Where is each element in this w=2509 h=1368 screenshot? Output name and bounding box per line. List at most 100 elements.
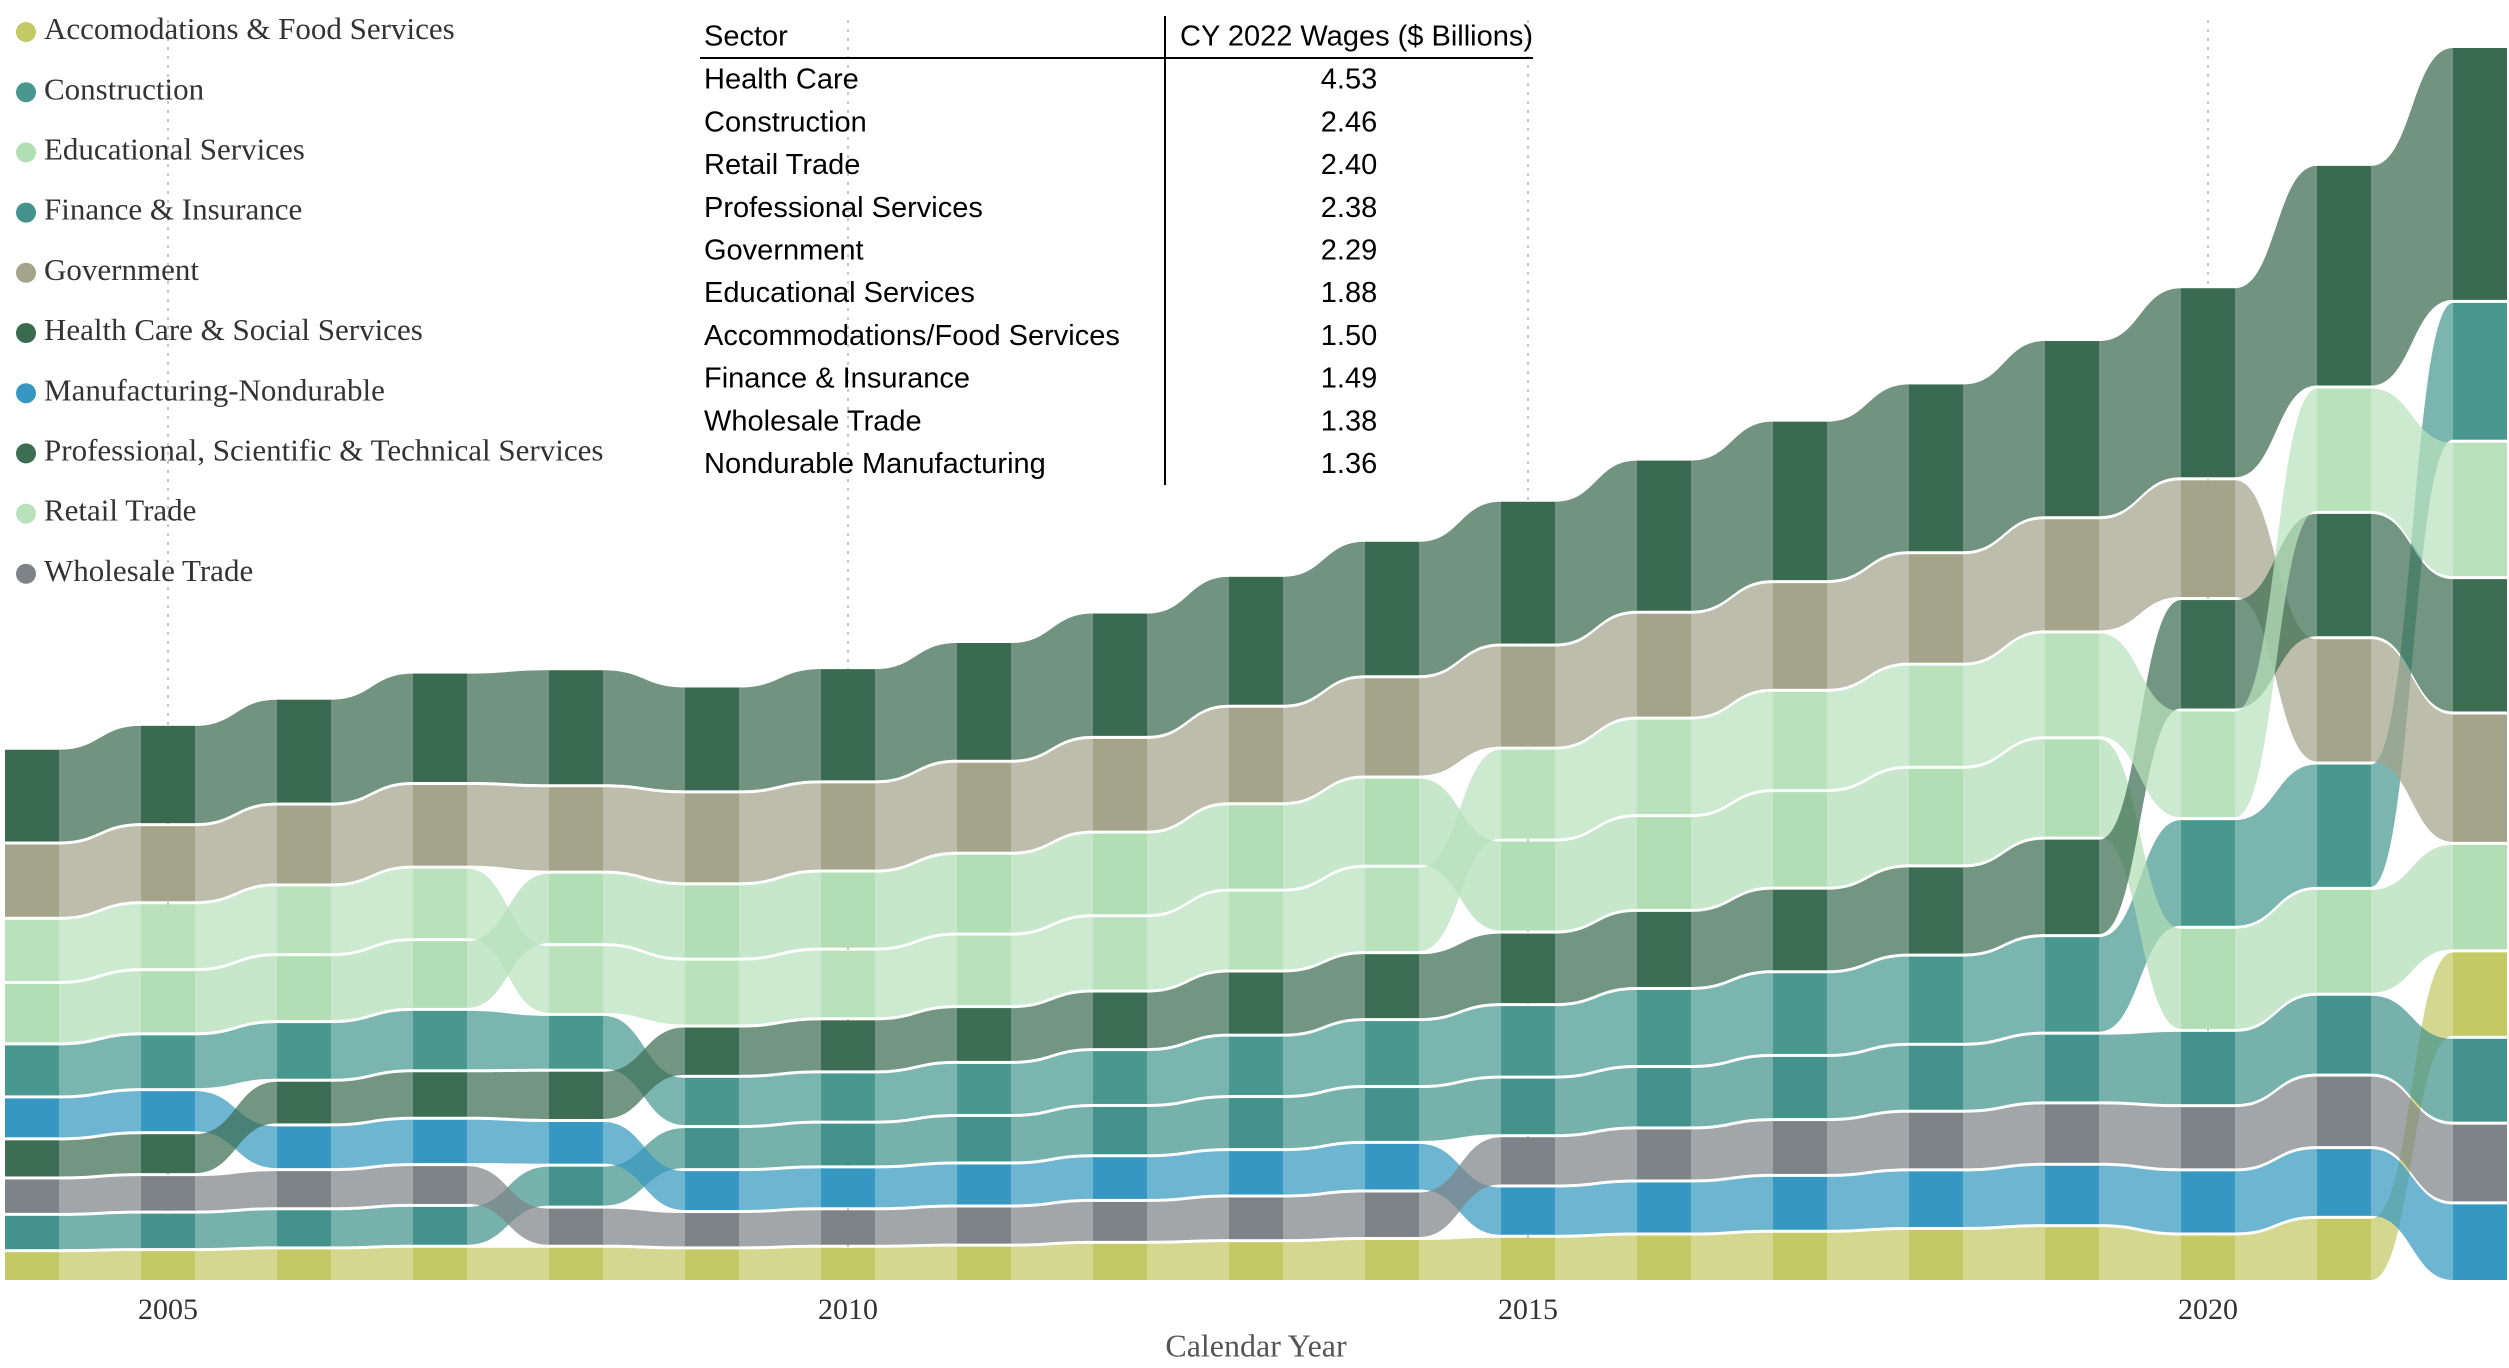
ribbon bbox=[739, 783, 821, 883]
ribbon bbox=[1555, 989, 1637, 1076]
band bbox=[1637, 989, 1691, 1066]
ribbon bbox=[1555, 911, 1637, 1004]
ribbon bbox=[1827, 1045, 1909, 1119]
ribbon bbox=[1555, 817, 1637, 931]
ribbon bbox=[195, 1023, 277, 1089]
band bbox=[957, 642, 1011, 760]
band bbox=[1501, 749, 1555, 839]
band bbox=[685, 1213, 739, 1247]
band bbox=[957, 935, 1011, 1006]
ribbon bbox=[195, 1210, 277, 1249]
ribbon bbox=[1419, 1078, 1501, 1141]
band bbox=[2045, 1227, 2099, 1280]
band bbox=[821, 1247, 875, 1280]
legend-label: Construction bbox=[44, 71, 205, 106]
ribbon bbox=[59, 1176, 141, 1213]
ribbon bbox=[1691, 973, 1773, 1066]
band bbox=[413, 1072, 467, 1117]
ribbon bbox=[875, 854, 957, 948]
legend-label: Professional, Scientific & Technical Ser… bbox=[44, 433, 603, 468]
band bbox=[1501, 1237, 1555, 1280]
legend-swatch bbox=[16, 563, 36, 584]
ribbon bbox=[1963, 1104, 2045, 1169]
band bbox=[1365, 867, 1419, 952]
ribbon bbox=[1555, 719, 1637, 839]
band bbox=[1229, 891, 1283, 970]
ribbon bbox=[1691, 421, 1773, 611]
plot-area bbox=[5, 48, 2507, 1280]
band bbox=[2317, 513, 2371, 637]
band bbox=[2453, 714, 2507, 842]
band bbox=[1773, 1176, 1827, 1230]
band bbox=[1229, 1036, 1283, 1096]
band bbox=[1773, 973, 1827, 1054]
ribbon bbox=[195, 956, 277, 1033]
ribbon bbox=[331, 673, 413, 803]
band bbox=[2317, 639, 2371, 762]
band bbox=[2453, 1204, 2507, 1280]
ribbon bbox=[1963, 1034, 2045, 1110]
ribbon bbox=[331, 1206, 413, 1247]
ribbon bbox=[1147, 1036, 1229, 1104]
ribbon bbox=[1147, 1242, 1229, 1280]
ribbon bbox=[2235, 1076, 2317, 1169]
ribbon bbox=[875, 762, 957, 870]
ribbon bbox=[467, 1166, 549, 1245]
band bbox=[277, 1249, 331, 1280]
band bbox=[2317, 764, 2371, 887]
ribbon bbox=[195, 1171, 277, 1211]
band bbox=[957, 1116, 1011, 1162]
band bbox=[277, 1023, 331, 1079]
ribbon bbox=[2371, 388, 2453, 577]
band bbox=[821, 1123, 875, 1166]
band bbox=[1637, 460, 1691, 611]
band bbox=[413, 1247, 467, 1280]
ribbon bbox=[1011, 1243, 1093, 1280]
band bbox=[821, 783, 875, 870]
legend-label: Educational Services bbox=[44, 132, 305, 167]
ribbon bbox=[59, 1251, 141, 1280]
ribbon bbox=[331, 1247, 413, 1280]
band bbox=[2317, 889, 2371, 993]
table-cell: 2.40 bbox=[1321, 149, 1377, 181]
ribbon bbox=[875, 1164, 957, 1208]
ribbon bbox=[739, 1020, 821, 1075]
ribbon bbox=[2371, 513, 2453, 712]
band bbox=[413, 941, 467, 1008]
legend-swatch bbox=[16, 323, 36, 343]
ribbon bbox=[467, 1010, 549, 1070]
band bbox=[277, 1171, 331, 1208]
band bbox=[5, 1252, 59, 1280]
band bbox=[5, 749, 59, 842]
ribbon bbox=[739, 1247, 821, 1280]
ribbon bbox=[1283, 1021, 1365, 1096]
ribbon bbox=[1827, 554, 1909, 689]
band bbox=[2317, 1149, 2371, 1216]
ribbon bbox=[1827, 1229, 1909, 1280]
band bbox=[141, 971, 195, 1033]
legend-label: Health Care & Social Services bbox=[44, 312, 423, 347]
table-header: CY 2022 Wages ($ Billions) bbox=[1180, 21, 1533, 53]
ribbon bbox=[1419, 933, 1501, 1019]
ribbon bbox=[1147, 1098, 1229, 1155]
table-cell: Accommodations/Food Services bbox=[704, 320, 1120, 352]
band bbox=[1229, 707, 1283, 803]
band bbox=[2181, 928, 2235, 1029]
legend-swatch bbox=[16, 262, 36, 283]
ribbon bbox=[2235, 388, 2317, 818]
band bbox=[1365, 778, 1419, 865]
band bbox=[5, 844, 59, 917]
ribbon bbox=[1963, 1165, 2045, 1227]
ribbon bbox=[1827, 384, 1909, 581]
ribbon bbox=[739, 872, 821, 958]
band bbox=[1773, 1121, 1827, 1174]
band bbox=[1773, 792, 1827, 887]
band bbox=[549, 670, 603, 785]
ribbon bbox=[2371, 844, 2453, 993]
ribbon bbox=[195, 886, 277, 969]
ribbon bbox=[1555, 1129, 1637, 1185]
ribbon bbox=[1419, 646, 1501, 776]
band bbox=[1909, 1229, 1963, 1280]
band bbox=[1229, 1197, 1283, 1240]
band bbox=[1637, 613, 1691, 717]
